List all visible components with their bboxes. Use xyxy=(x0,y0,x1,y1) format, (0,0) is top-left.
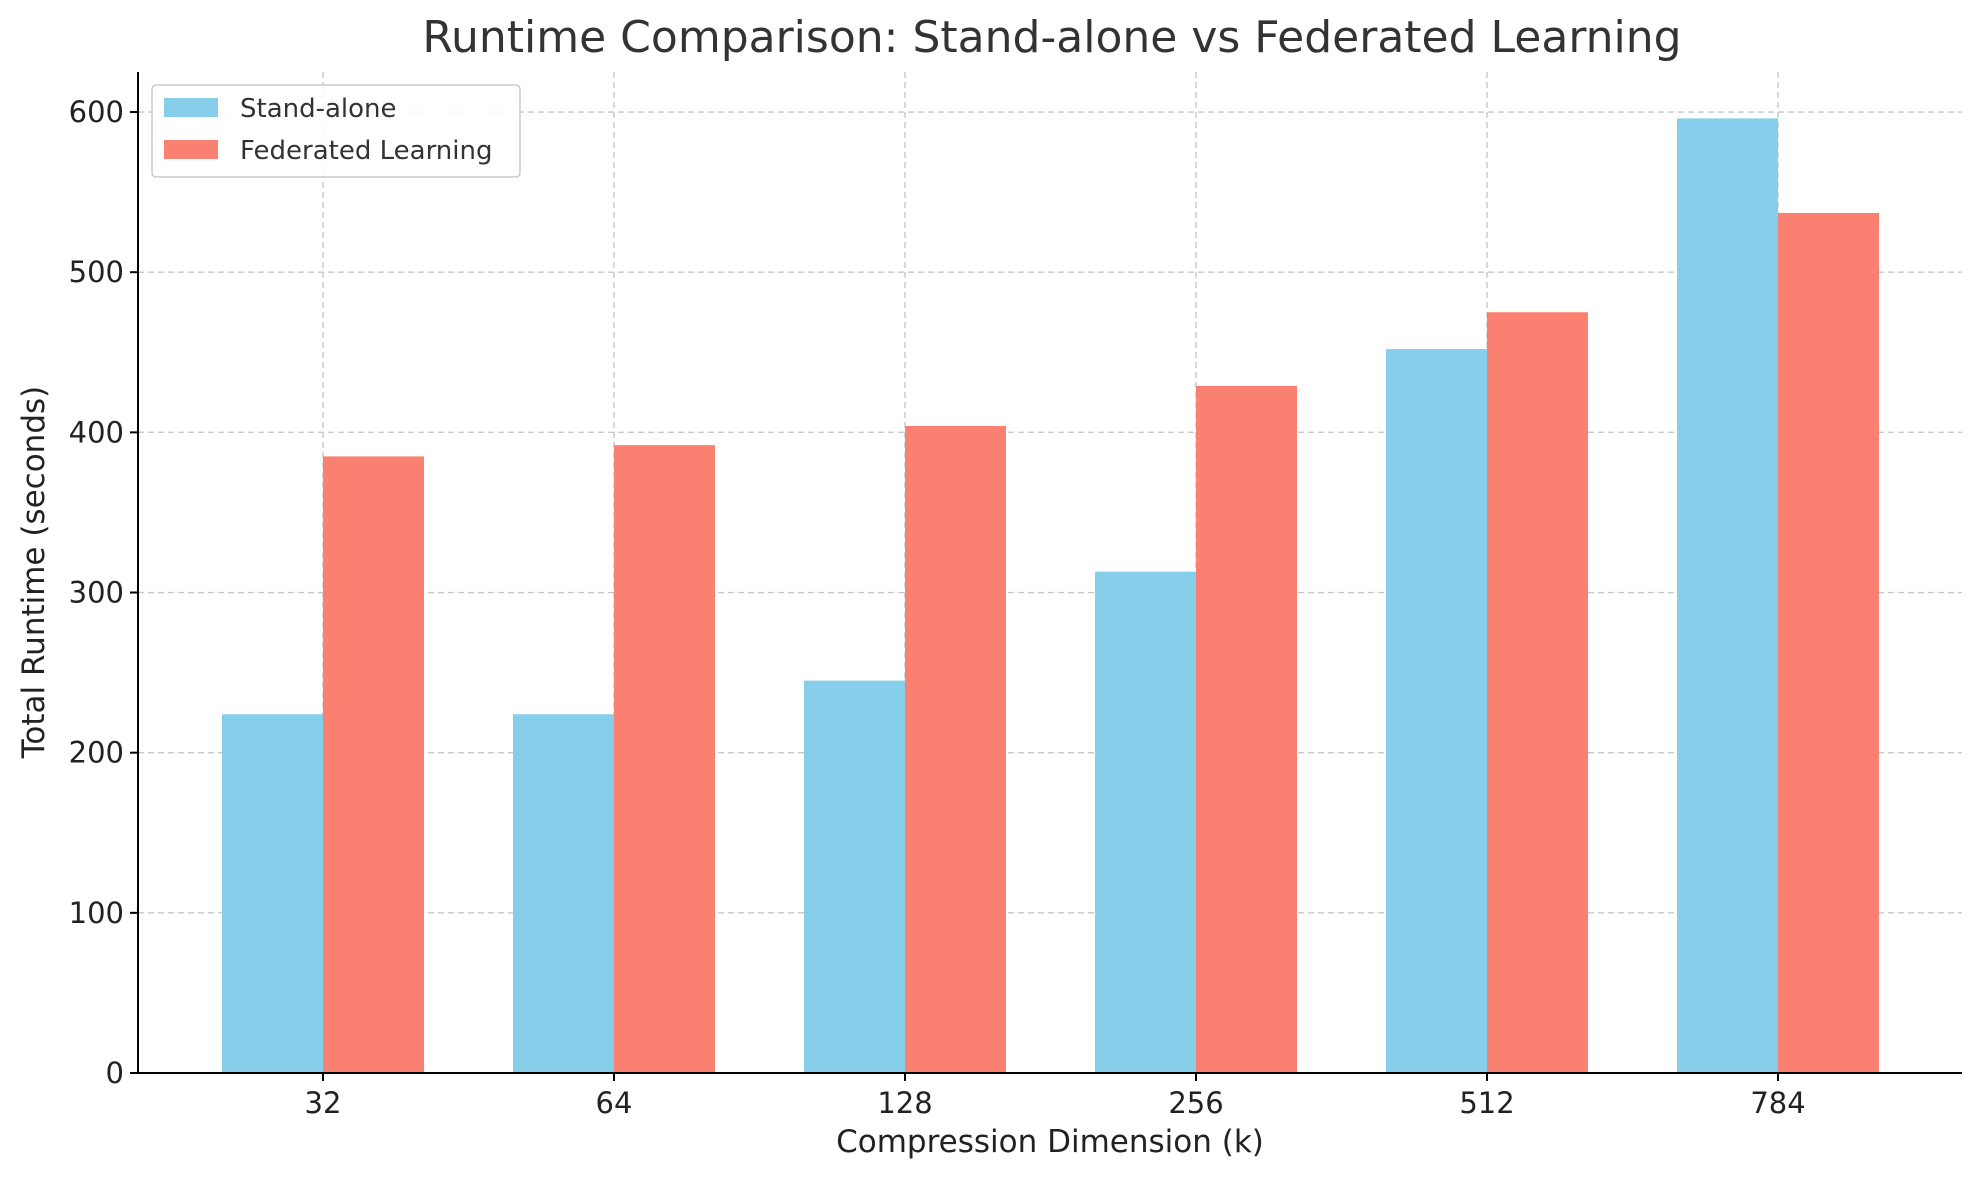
bar-federated-learning-128 xyxy=(905,425,1006,1073)
x-tick-label-64: 64 xyxy=(596,1086,633,1120)
bar-stand-alone-128 xyxy=(804,680,905,1073)
x-axis-label: Compression Dimension (k) xyxy=(836,1124,1264,1160)
bar-federated-learning-256 xyxy=(1196,385,1297,1074)
bar-stand-alone-64 xyxy=(513,714,614,1073)
y-tick-label-500: 500 xyxy=(69,255,124,289)
bar-stand-alone-784 xyxy=(1677,118,1778,1073)
legend-swatch-stand-alone xyxy=(164,98,218,117)
bar-federated-learning-512 xyxy=(1487,312,1588,1073)
legend-label-federated-learning: Federated Learning xyxy=(240,136,492,166)
x-tick-label-256: 256 xyxy=(1168,1086,1223,1120)
bar-stand-alone-512 xyxy=(1386,349,1487,1074)
bar-federated-learning-64 xyxy=(614,445,715,1073)
bar-federated-learning-32 xyxy=(323,456,424,1073)
x-tick-label-512: 512 xyxy=(1459,1086,1514,1120)
y-tick-label-300: 300 xyxy=(69,576,124,610)
y-axis-label: Total Runtime (seconds) xyxy=(16,386,52,759)
y-tick-label-600: 600 xyxy=(69,95,124,129)
y-tick-label-200: 200 xyxy=(69,736,124,770)
bar-stand-alone-32 xyxy=(222,714,323,1073)
legend: Stand-alone Federated Learning xyxy=(151,84,521,178)
x-tick-label-32: 32 xyxy=(305,1086,342,1120)
y-ticks: 0 100 200 300 400 500 600 xyxy=(69,95,138,1090)
y-tick-label-400: 400 xyxy=(69,415,124,449)
x-ticks: 32 64 128 256 512 784 xyxy=(305,1073,1806,1120)
x-tick-label-128: 128 xyxy=(877,1086,932,1120)
y-tick-label-100: 100 xyxy=(69,896,124,930)
bar-federated-learning-784 xyxy=(1778,212,1879,1073)
legend-box xyxy=(151,84,521,178)
chart-title: Runtime Comparison: Stand-alone vs Feder… xyxy=(422,12,1681,63)
bar-stand-alone-256 xyxy=(1095,571,1196,1073)
bars xyxy=(222,118,1879,1074)
legend-label-stand-alone: Stand-alone xyxy=(240,94,397,124)
x-tick-label-784: 784 xyxy=(1750,1086,1805,1120)
axes xyxy=(137,72,1962,1074)
legend-swatch-federated-learning xyxy=(164,140,218,159)
y-tick-label-0: 0 xyxy=(106,1056,124,1090)
